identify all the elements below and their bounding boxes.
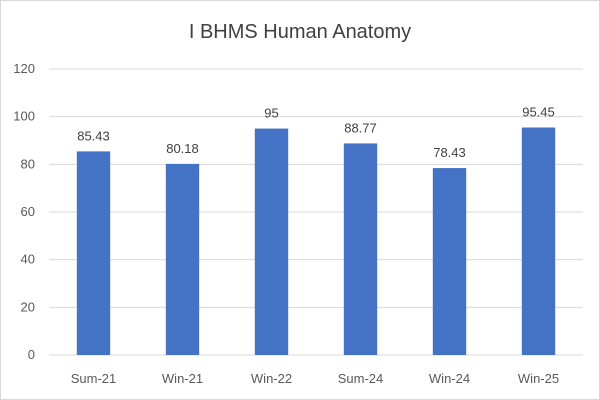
y-tick-label: 80 bbox=[21, 156, 35, 171]
data-labels: 85.43 80.18 95 88.77 78.43 95.45 bbox=[77, 105, 555, 161]
bar bbox=[521, 127, 556, 355]
bar bbox=[343, 143, 378, 355]
bar bbox=[254, 128, 289, 355]
data-label: 78.43 bbox=[433, 145, 466, 160]
x-tick-label: Win-21 bbox=[162, 371, 203, 386]
x-tick-label: Win-24 bbox=[429, 371, 470, 386]
chart-title: I BHMS Human Anatomy bbox=[189, 21, 411, 43]
y-tick-label: 120 bbox=[13, 61, 35, 76]
x-tick-label: Win-25 bbox=[518, 371, 559, 386]
data-label: 95 bbox=[264, 106, 278, 121]
x-axis-ticks: Sum-21 Win-21 Win-22 Sum-24 Win-24 Win-25 bbox=[71, 371, 559, 386]
y-tick-label: 60 bbox=[21, 204, 35, 219]
bar bbox=[432, 168, 467, 355]
bar bbox=[165, 163, 200, 355]
x-tick-label: Win-22 bbox=[251, 371, 292, 386]
data-label: 80.18 bbox=[166, 141, 199, 156]
data-label: 85.43 bbox=[77, 128, 110, 143]
x-tick-label: Sum-21 bbox=[71, 371, 117, 386]
bars bbox=[76, 127, 556, 355]
y-tick-label: 20 bbox=[21, 299, 35, 314]
data-label: 95.45 bbox=[522, 105, 555, 120]
y-tick-label: 40 bbox=[21, 252, 35, 267]
y-axis-ticks: 0 20 40 60 80 100 120 bbox=[13, 61, 35, 362]
gridlines bbox=[49, 68, 583, 356]
bar bbox=[76, 151, 111, 355]
x-tick-label: Sum-24 bbox=[338, 371, 384, 386]
y-tick-label: 0 bbox=[28, 347, 35, 362]
data-label: 88.77 bbox=[344, 120, 377, 135]
y-tick-label: 100 bbox=[13, 109, 35, 124]
